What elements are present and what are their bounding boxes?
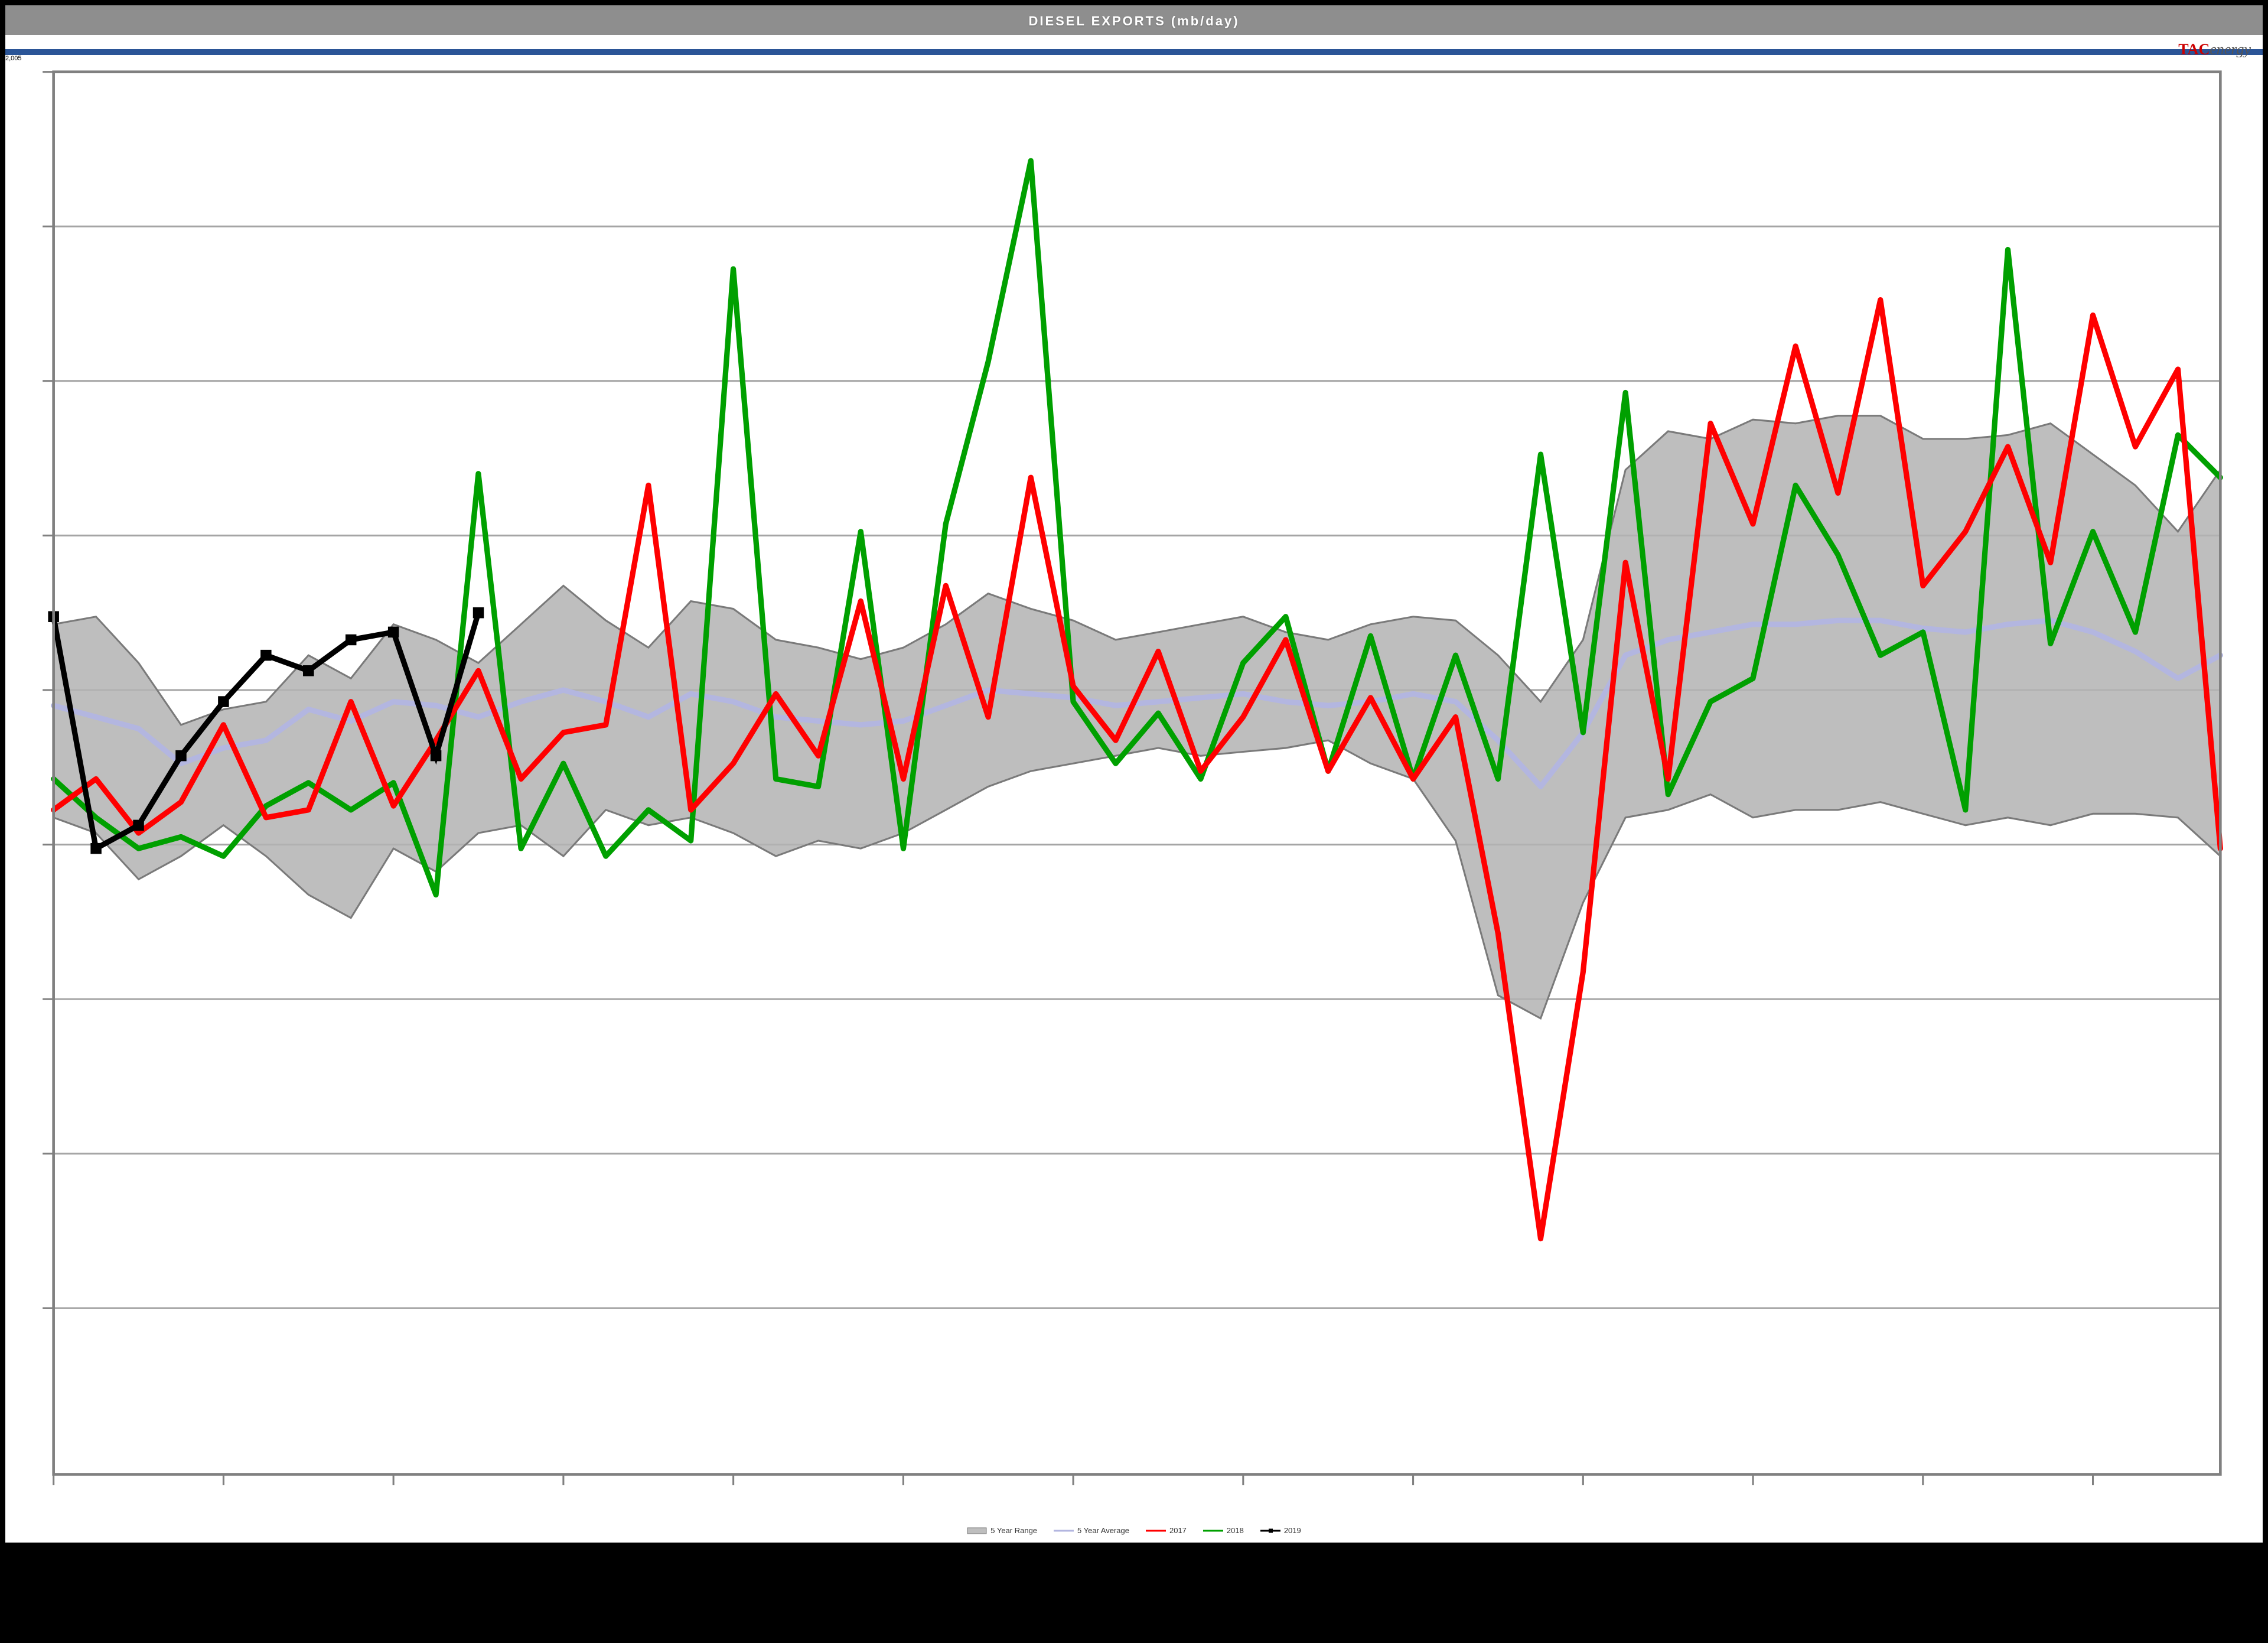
- series-2019-marker: [473, 607, 484, 618]
- legend-label: 2017: [1169, 1526, 1187, 1535]
- brand-strip: TACenergy: [5, 35, 2263, 55]
- legend-item-avg: 5 Year Average: [1054, 1526, 1129, 1535]
- chart-title-bar: DIESEL EXPORTS (mb/day): [5, 5, 2263, 35]
- series-2019-marker: [303, 665, 314, 676]
- series-2019-marker: [133, 820, 144, 831]
- legend-label: 2019: [1284, 1526, 1301, 1535]
- legend-label: 5 Year Average: [1077, 1526, 1129, 1535]
- series-2019-marker: [260, 650, 271, 661]
- chart-title: DIESEL EXPORTS (mb/day): [1028, 14, 1239, 28]
- series-2019-marker: [388, 627, 399, 637]
- legend-item-y2019: 2019: [1260, 1526, 1301, 1535]
- chart-card: DIESEL EXPORTS (mb/day) TACenergy 2,005 …: [5, 5, 2263, 1543]
- series-2019-marker: [346, 635, 356, 645]
- legend-item-range: 5 Year Range: [967, 1526, 1037, 1535]
- chart-plot: [17, 57, 2257, 1514]
- legend-item-y2017: 2017: [1146, 1526, 1187, 1535]
- series-2019-marker: [218, 696, 229, 707]
- y-axis-label-truncated: 2,005: [5, 55, 22, 62]
- plot-wrap: 2,005: [5, 55, 2263, 1525]
- brand-rule: [5, 49, 2263, 55]
- legend-label: 5 Year Range: [990, 1526, 1037, 1535]
- page-background: DIESEL EXPORTS (mb/day) TACenergy 2,005 …: [0, 0, 2268, 1548]
- series-2019-marker: [175, 750, 186, 761]
- chart-legend: 5 Year Range 5 Year Average 2017 2018 2019: [5, 1525, 2263, 1543]
- series-2019-marker: [90, 843, 101, 854]
- legend-label: 2018: [1227, 1526, 1244, 1535]
- legend-item-y2018: 2018: [1203, 1526, 1244, 1535]
- series-2019-marker: [431, 750, 441, 761]
- series-5yr-range: [54, 416, 2221, 1019]
